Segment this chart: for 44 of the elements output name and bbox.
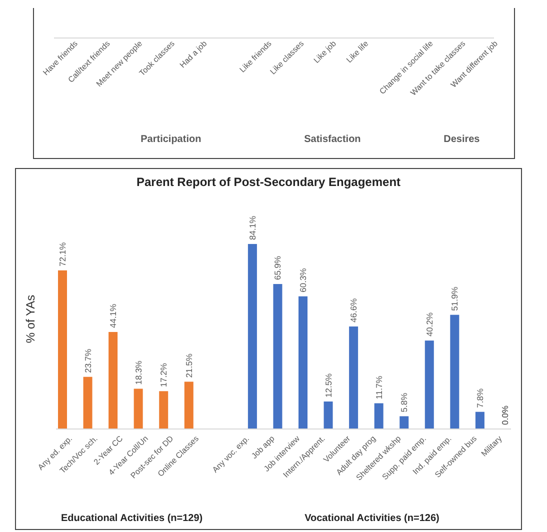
data-label: 40.2% xyxy=(424,312,434,337)
bar xyxy=(134,388,143,429)
text: Vocational Activities (n=126) xyxy=(304,513,440,524)
bar xyxy=(475,412,484,429)
data-label: 60.3% xyxy=(298,268,308,292)
bar xyxy=(298,296,308,429)
data-label: 84.1% xyxy=(247,215,258,240)
data-label: 0.0% xyxy=(500,405,510,425)
text: Educational Activities (n=129) xyxy=(61,513,203,524)
data-label: 72.1% xyxy=(58,242,68,266)
data-label: 23.7% xyxy=(82,348,93,373)
text: Participation xyxy=(140,134,202,145)
data-label: 44.1% xyxy=(108,303,118,328)
bar xyxy=(374,403,384,429)
bar xyxy=(159,391,168,429)
bar xyxy=(349,326,358,429)
data-label: 11.7% xyxy=(374,375,384,400)
data-label: 46.6% xyxy=(348,298,359,322)
y-axis-title: % of YAs xyxy=(23,294,38,344)
bar xyxy=(184,382,194,429)
bar xyxy=(324,402,333,429)
data-label: 18.3% xyxy=(133,360,144,385)
data-label: 7.8% xyxy=(474,388,485,408)
bar xyxy=(108,332,118,429)
bar xyxy=(58,270,67,429)
chart-title: Parent Report of Post-Secondary Engagement xyxy=(135,175,402,189)
bar xyxy=(424,340,434,429)
bar xyxy=(248,244,257,429)
bar xyxy=(400,416,409,429)
bar xyxy=(83,376,92,429)
data-label: 12.5% xyxy=(323,372,334,398)
data-label: 17.2% xyxy=(158,362,169,388)
bar xyxy=(450,314,460,429)
category-label: Like life xyxy=(344,38,371,65)
category-label: Like job xyxy=(312,38,338,65)
x-tick-label: Any voc. exp. xyxy=(210,434,251,474)
x-tick-label: Job app xyxy=(250,434,277,461)
data-label: 65.9% xyxy=(272,255,283,280)
bar xyxy=(273,284,282,429)
data-label: 51.9% xyxy=(450,286,460,311)
data-label: 5.8% xyxy=(399,392,410,412)
data-label: 21.5% xyxy=(184,353,194,378)
text: Desires xyxy=(444,134,480,145)
text: Satisfaction xyxy=(304,134,361,145)
